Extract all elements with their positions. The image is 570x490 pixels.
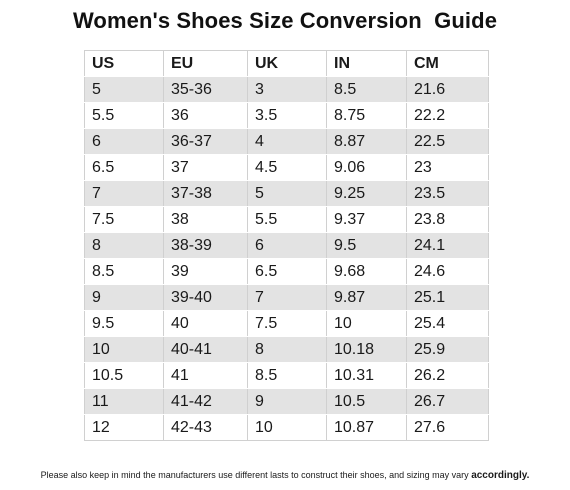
cell-cm: 23: [406, 154, 489, 181]
cell-uk: 4: [247, 128, 327, 155]
cell-eu: 35-36: [163, 76, 248, 103]
cell-us: 12: [84, 414, 164, 441]
cell-in: 10.18: [326, 336, 407, 363]
cell-uk: 6.5: [247, 258, 327, 285]
cell-uk: 3.5: [247, 102, 327, 129]
cell-cm: 24.6: [406, 258, 489, 285]
cell-in: 8.87: [326, 128, 407, 155]
cell-cm: 25.4: [406, 310, 489, 337]
table-row: 7 37-38 5 9.25 23.5: [84, 180, 489, 207]
table-header-row: US EU UK IN CM: [84, 50, 489, 77]
table-row: 12 42-43 10 10.87 27.6: [84, 414, 489, 441]
cell-us: 9: [84, 284, 164, 311]
cell-us: 6: [84, 128, 164, 155]
table-row: 11 41-42 9 10.5 26.7: [84, 388, 489, 415]
column-header-in: IN: [326, 50, 407, 77]
cell-eu: 36-37: [163, 128, 248, 155]
cell-eu: 36: [163, 102, 248, 129]
cell-in: 10: [326, 310, 407, 337]
cell-us: 8: [84, 232, 164, 259]
cell-us: 7.5: [84, 206, 164, 233]
table-row: 9.5 40 7.5 10 25.4: [84, 310, 489, 337]
cell-uk: 4.5: [247, 154, 327, 181]
cell-cm: 26.7: [406, 388, 489, 415]
cell-in: 9.37: [326, 206, 407, 233]
column-header-us: US: [84, 50, 164, 77]
cell-uk: 3: [247, 76, 327, 103]
cell-cm: 25.1: [406, 284, 489, 311]
cell-us: 5: [84, 76, 164, 103]
cell-us: 10: [84, 336, 164, 363]
cell-eu: 38-39: [163, 232, 248, 259]
table-row: 9 39-40 7 9.87 25.1: [84, 284, 489, 311]
cell-us: 10.5: [84, 362, 164, 389]
cell-in: 8.5: [326, 76, 407, 103]
cell-in: 9.87: [326, 284, 407, 311]
cell-us: 9.5: [84, 310, 164, 337]
table-row: 5.5 36 3.5 8.75 22.2: [84, 102, 489, 129]
cell-eu: 42-43: [163, 414, 248, 441]
cell-uk: 7: [247, 284, 327, 311]
cell-uk: 8: [247, 336, 327, 363]
cell-us: 6.5: [84, 154, 164, 181]
cell-eu: 39: [163, 258, 248, 285]
table-row: 7.5 38 5.5 9.37 23.8: [84, 206, 489, 233]
cell-uk: 8.5: [247, 362, 327, 389]
disclaimer-emphasis: accordingly.: [471, 470, 530, 481]
cell-eu: 41: [163, 362, 248, 389]
cell-cm: 23.8: [406, 206, 489, 233]
cell-cm: 22.2: [406, 102, 489, 129]
cell-cm: 23.5: [406, 180, 489, 207]
cell-in: 9.5: [326, 232, 407, 259]
column-header-cm: CM: [406, 50, 489, 77]
cell-eu: 41-42: [163, 388, 248, 415]
cell-cm: 24.1: [406, 232, 489, 259]
cell-us: 5.5: [84, 102, 164, 129]
cell-in: 9.68: [326, 258, 407, 285]
cell-eu: 40: [163, 310, 248, 337]
cell-in: 9.06: [326, 154, 407, 181]
cell-in: 8.75: [326, 102, 407, 129]
cell-eu: 40-41: [163, 336, 248, 363]
cell-us: 7: [84, 180, 164, 207]
cell-uk: 9: [247, 388, 327, 415]
cell-cm: 21.6: [406, 76, 489, 103]
cell-eu: 38: [163, 206, 248, 233]
size-conversion-table: US EU UK IN CM 5 35-36 3 8.5 21.6 5.5 36…: [84, 50, 489, 441]
column-header-uk: UK: [247, 50, 327, 77]
table-row: 10 40-41 8 10.18 25.9: [84, 336, 489, 363]
table-row: 6.5 37 4.5 9.06 23: [84, 154, 489, 181]
table-row: 8 38-39 6 9.5 24.1: [84, 232, 489, 259]
cell-cm: 26.2: [406, 362, 489, 389]
cell-us: 8.5: [84, 258, 164, 285]
cell-in: 10.5: [326, 388, 407, 415]
cell-eu: 37: [163, 154, 248, 181]
page-title: Women's Shoes Size Conversion Guide: [72, 8, 498, 33]
cell-us: 11: [84, 388, 164, 415]
table-row: 10.5 41 8.5 10.31 26.2: [84, 362, 489, 389]
cell-uk: 5: [247, 180, 327, 207]
table-row: 8.5 39 6.5 9.68 24.6: [84, 258, 489, 285]
sizing-disclaimer: Please also keep in mind the manufacture…: [0, 470, 570, 481]
column-header-eu: EU: [163, 50, 248, 77]
cell-uk: 10: [247, 414, 327, 441]
table-row: 5 35-36 3 8.5 21.6: [84, 76, 489, 103]
cell-eu: 37-38: [163, 180, 248, 207]
cell-in: 10.87: [326, 414, 407, 441]
cell-cm: 27.6: [406, 414, 489, 441]
table-row: 6 36-37 4 8.87 22.5: [84, 128, 489, 155]
cell-in: 9.25: [326, 180, 407, 207]
cell-in: 10.31: [326, 362, 407, 389]
cell-uk: 5.5: [247, 206, 327, 233]
cell-cm: 22.5: [406, 128, 489, 155]
cell-eu: 39-40: [163, 284, 248, 311]
cell-cm: 25.9: [406, 336, 489, 363]
cell-uk: 6: [247, 232, 327, 259]
cell-uk: 7.5: [247, 310, 327, 337]
disclaimer-text: Please also keep in mind the manufacture…: [40, 470, 472, 480]
